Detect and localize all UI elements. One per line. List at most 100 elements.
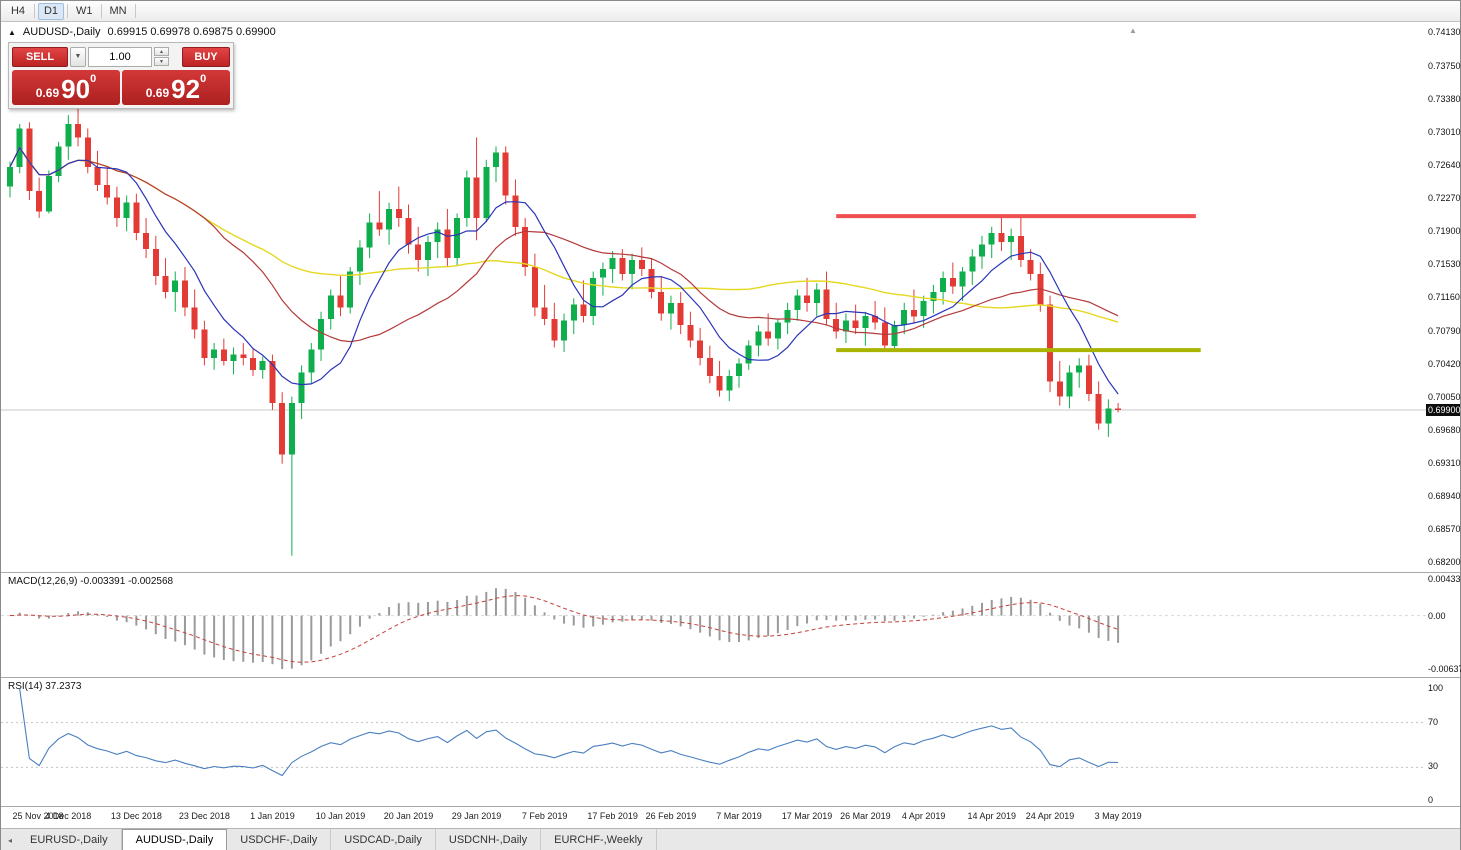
date-label: 10 Jan 2019 xyxy=(315,811,366,821)
date-label: 7 Mar 2019 xyxy=(716,811,762,821)
ask-quote[interactable]: 0.69 92 0 xyxy=(122,70,230,105)
tab-eurusd-daily[interactable]: EURUSD-,Daily xyxy=(17,829,122,850)
ask-pipette: 0 xyxy=(200,73,207,85)
price-tick: 0.74130 xyxy=(1428,27,1461,37)
tab-scroll-left-icon[interactable]: ◂ xyxy=(7,835,12,845)
date-label: 17 Mar 2019 xyxy=(781,811,833,821)
tab-eurchf-weekly[interactable]: EURCHF-,Weekly xyxy=(541,829,657,850)
price-tick: 0.70790 xyxy=(1428,325,1461,336)
macd-tick: -0.006377 xyxy=(1428,663,1461,674)
date-label: 25 Nov 2018 xyxy=(12,811,64,821)
rsi-axis[interactable]: 100 70 30 0 xyxy=(1426,678,1460,806)
date-label: 7 Feb 2019 xyxy=(521,811,568,821)
price-axis[interactable]: 0.74130 0.73750 0.73380 0.73010 0.72640 0.722… xyxy=(1426,22,1461,572)
tab-usdchf-daily[interactable]: USDCHF-,Daily xyxy=(227,829,332,850)
ma-slow-line xyxy=(9,146,1119,323)
candle-bodies xyxy=(7,124,1122,455)
macd-chart[interactable] xyxy=(1,574,1426,678)
timeframe-buttons: H4 D1 W1 MN xyxy=(5,2,132,20)
date-label: 20 Jan 2019 xyxy=(383,811,434,821)
timeframe-w1[interactable]: W1 xyxy=(71,3,98,20)
rsi-label: RSI(14) 37.2373 xyxy=(8,681,82,692)
price-tick: 0.71160 xyxy=(1428,292,1460,303)
bid-quote[interactable]: 0.69 90 0 xyxy=(12,70,120,105)
chart-shift-icon[interactable]: ▲ xyxy=(1129,26,1137,35)
date-label: 14 Apr 2019 xyxy=(967,811,1016,821)
tab-audusd-daily[interactable]: AUDUSD-,Daily xyxy=(121,829,228,850)
rsi-chart[interactable] xyxy=(1,679,1426,807)
rsi-line xyxy=(19,688,1119,777)
ma-fast-line xyxy=(9,146,1119,395)
date-label: 17 Feb 2019 xyxy=(587,811,638,821)
current-price-tag: 0.69900 xyxy=(1426,404,1461,417)
macd-tick: 0.00 xyxy=(1428,610,1446,621)
date-label: 3 May 2019 xyxy=(1094,811,1142,821)
date-label: 23 Dec 2018 xyxy=(178,811,230,821)
chart-tabbar: ◂ EURUSD-,Daily AUDUSD-,Daily USDCHF-,Dail… xyxy=(1,828,1460,850)
toolbar-divider xyxy=(67,4,68,18)
rsi-tick: 30 xyxy=(1428,761,1439,772)
ma-mid-line xyxy=(9,146,1119,343)
price-tick: 0.68570 xyxy=(1428,523,1461,534)
toolbar-divider xyxy=(100,4,102,18)
trade-controls-row: SELL ▼ ▲ ▼ BUY xyxy=(12,46,230,67)
toolbar-divider xyxy=(134,4,136,18)
macd-label: MACD(12,26,9) -0.003391 -0.002568 xyxy=(8,576,174,587)
ask-big-digits: 92 xyxy=(171,74,201,104)
price-tick: 0.70050 xyxy=(1428,391,1461,402)
macd-histogram xyxy=(18,588,1120,670)
price-tick: 0.73010 xyxy=(1428,127,1461,138)
macd-signal-line xyxy=(9,595,1119,663)
price-tick: 0.71900 xyxy=(1428,226,1461,237)
buy-button[interactable]: BUY xyxy=(182,46,230,67)
timeframe-toolbar: H4 D1 W1 MN xyxy=(1,1,1460,22)
volume-dropdown-icon[interactable]: ▼ xyxy=(70,46,86,67)
date-label: 26 Mar 2019 xyxy=(840,811,891,821)
date-label: 4 Apr 2019 xyxy=(901,811,946,821)
price-tick: 0.72640 xyxy=(1428,160,1461,171)
timeframe-mn[interactable]: MN xyxy=(105,3,132,20)
one-click-trading-panel: SELL ▼ ▲ ▼ BUY 0.69 90 0 xyxy=(8,42,234,109)
tab-usdcnh-daily[interactable]: USDCNH-,Daily xyxy=(436,829,542,850)
macd-tick: 0.004331 xyxy=(1428,574,1461,585)
date-label: 26 Feb 2019 xyxy=(645,811,697,821)
macd-axis[interactable]: 0.004331 0.00 -0.006377 xyxy=(1426,573,1461,677)
rsi-tick: 0 xyxy=(1428,795,1434,805)
volume-increase-icon[interactable]: ▲ xyxy=(154,47,169,56)
tab-usdcad-daily[interactable]: USDCAD-,Daily xyxy=(331,829,436,850)
toolbar-divider xyxy=(34,4,35,18)
volume-spinner: ▲ ▼ xyxy=(154,47,169,66)
price-tick: 0.69310 xyxy=(1428,457,1461,468)
bid-pipette: 0 xyxy=(90,73,97,85)
price-tick: 0.71530 xyxy=(1428,259,1461,270)
candlestick-chart[interactable] xyxy=(1,22,1426,572)
date-label: 1 Jan 2019 xyxy=(250,811,295,821)
price-tick: 0.68200 xyxy=(1428,557,1461,567)
price-tick: 0.68940 xyxy=(1428,490,1461,501)
rsi-pane[interactable]: RSI(14) 37.2373 100 70 30 0 xyxy=(1,677,1460,806)
price-tick: 0.72270 xyxy=(1428,193,1461,204)
bid-big-digits: 90 xyxy=(61,74,91,104)
date-axis[interactable]: 25 Nov 2018 4 Dec 2018 13 Dec 2018 23 Dec 2… xyxy=(1,806,1460,828)
price-chart-pane[interactable]: ▲ AUDUSD-,Daily 0.69915 0.69978 0.69875 … xyxy=(1,22,1461,572)
chart-ohlc-values: 0.69915 0.69978 0.69875 0.69900 xyxy=(107,26,276,38)
volume-decrease-icon[interactable]: ▼ xyxy=(154,57,169,66)
bid-prefix: 0.69 xyxy=(35,86,60,100)
ask-prefix: 0.69 xyxy=(145,86,170,100)
date-label: 29 Jan 2019 xyxy=(451,811,502,821)
chart-area: ▲ AUDUSD-,Daily 0.69915 0.69978 0.69875 … xyxy=(1,22,1461,828)
sell-button[interactable]: SELL xyxy=(12,46,68,67)
rsi-tick: 100 xyxy=(1428,683,1444,693)
chart-header: ▲ AUDUSD-,Daily 0.69915 0.69978 0.69875 … xyxy=(8,26,276,38)
timeframe-h4[interactable]: H4 xyxy=(5,3,31,20)
timeframe-d1[interactable]: D1 xyxy=(38,2,64,20)
volume-input[interactable] xyxy=(88,46,152,67)
macd-pane[interactable]: MACD(12,26,9) -0.003391 -0.002568 0.0043… xyxy=(1,572,1461,678)
price-tick: 0.73750 xyxy=(1428,60,1461,71)
chart-symbol-period: AUDUSD-,Daily xyxy=(22,26,101,38)
date-label: 4 Dec 2018 xyxy=(45,811,92,821)
price-tick: 0.69680 xyxy=(1428,424,1461,435)
price-tick: 0.70420 xyxy=(1428,358,1461,369)
price-tick: 0.73380 xyxy=(1428,94,1461,105)
